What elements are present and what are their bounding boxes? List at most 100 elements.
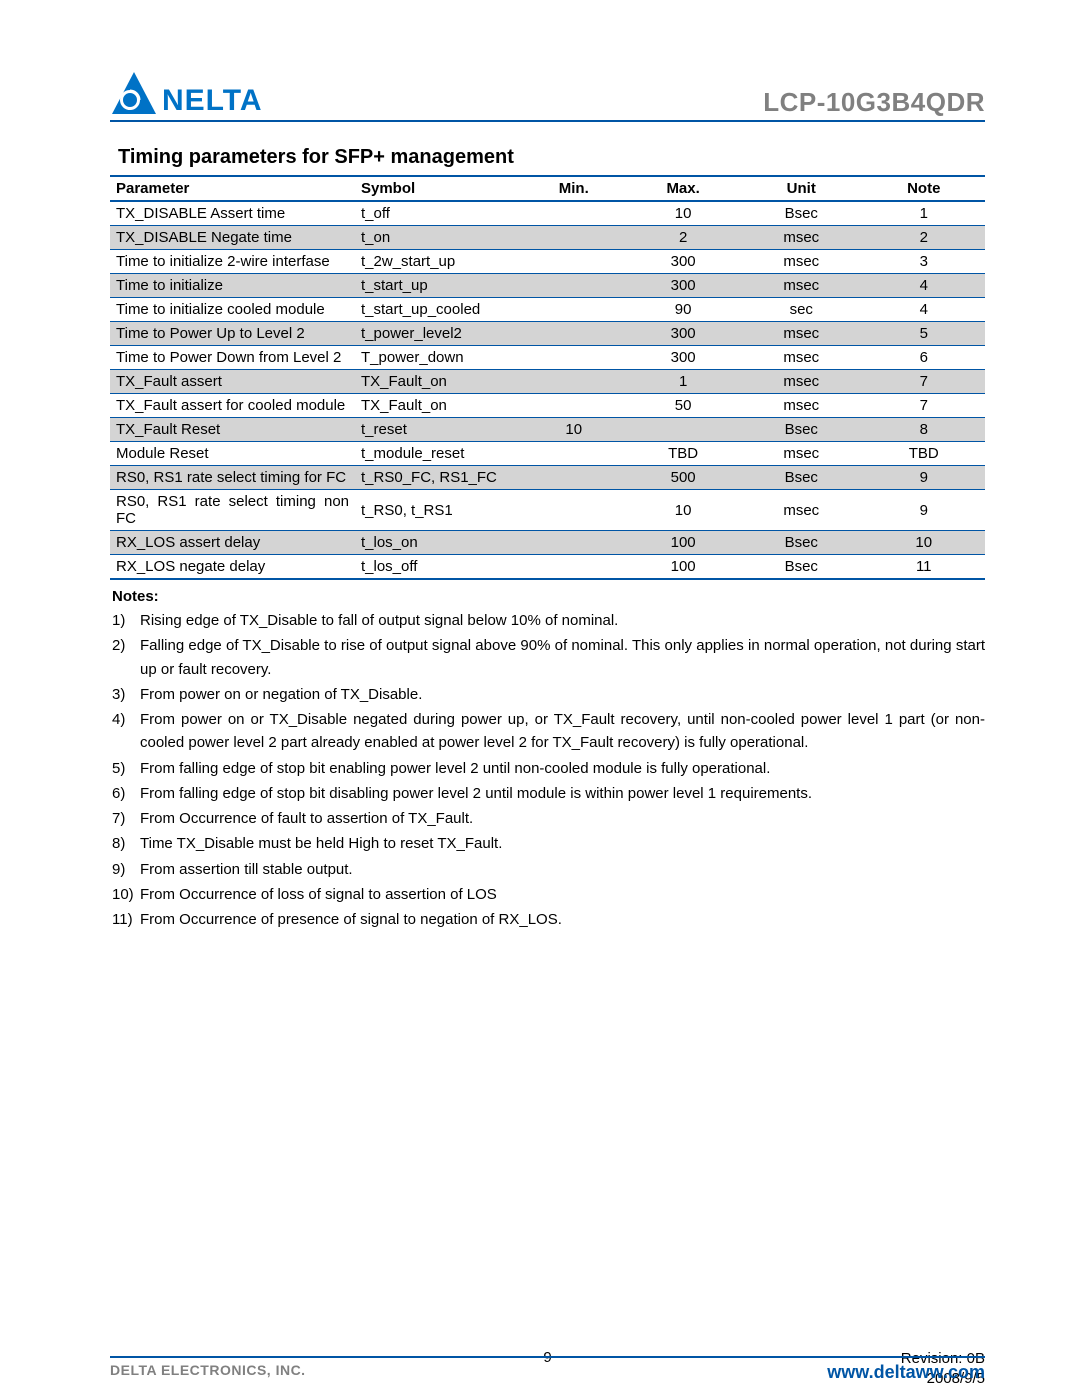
- table-cell: TX_Fault Reset: [110, 418, 355, 442]
- note-text: From Occurrence of presence of signal to…: [140, 908, 985, 931]
- note-text: Falling edge of TX_Disable to rise of ou…: [140, 634, 985, 681]
- table-cell: [521, 322, 626, 346]
- table-cell: t_power_level2: [355, 322, 521, 346]
- table-cell: 4: [863, 298, 986, 322]
- table-cell: t_RS0, t_RS1: [355, 490, 521, 531]
- note-text: From falling edge of stop bit disabling …: [140, 782, 985, 805]
- table-cell: 5: [863, 322, 986, 346]
- table-cell: t_module_reset: [355, 442, 521, 466]
- table-row: TX_DISABLE Assert timet_off10Bsec1: [110, 201, 985, 226]
- col-parameter: Parameter: [110, 176, 355, 201]
- table-cell: [521, 226, 626, 250]
- note-text: Rising edge of TX_Disable to fall of out…: [140, 609, 985, 632]
- table-cell: 300: [626, 346, 740, 370]
- notes-list: 1)Rising edge of TX_Disable to fall of o…: [110, 609, 985, 931]
- table-cell: RS0, RS1 rate select timing for FC: [110, 466, 355, 490]
- table-cell: msec: [740, 490, 863, 531]
- company-url: www.deltaww.com: [827, 1362, 985, 1383]
- table-cell: RS0, RS1 rate select timing non FC: [110, 490, 355, 531]
- note-text: From assertion till stable output.: [140, 858, 985, 881]
- note-number: 10): [112, 883, 140, 906]
- table-cell: 2: [863, 226, 986, 250]
- table-cell: 100: [626, 531, 740, 555]
- table-cell: msec: [740, 442, 863, 466]
- table-header: Parameter Symbol Min. Max. Unit Note: [110, 176, 985, 201]
- page-header: NELTA LCP-10G3B4QDR: [110, 70, 985, 122]
- table-row: TX_Fault assert for cooled moduleTX_Faul…: [110, 394, 985, 418]
- table-cell: msec: [740, 274, 863, 298]
- table-cell: t_los_off: [355, 555, 521, 580]
- table-cell: [521, 442, 626, 466]
- table-cell: TBD: [863, 442, 986, 466]
- table-cell: [521, 346, 626, 370]
- table-cell: [626, 418, 740, 442]
- col-min: Min.: [521, 176, 626, 201]
- table-cell: msec: [740, 370, 863, 394]
- table-cell: 7: [863, 370, 986, 394]
- table-cell: 3: [863, 250, 986, 274]
- table-cell: 1: [626, 370, 740, 394]
- table-cell: 9: [863, 466, 986, 490]
- table-cell: Bsec: [740, 418, 863, 442]
- section-title: Timing parameters for SFP+ management: [118, 146, 985, 169]
- note-item: 7)From Occurrence of fault to assertion …: [112, 807, 985, 830]
- table-cell: 2: [626, 226, 740, 250]
- table-cell: Time to initialize 2-wire interfase: [110, 250, 355, 274]
- table-cell: TX_Fault assert: [110, 370, 355, 394]
- notes-heading: Notes:: [112, 588, 985, 605]
- table-cell: [521, 394, 626, 418]
- table-cell: msec: [740, 250, 863, 274]
- svg-text:NELTA: NELTA: [162, 84, 263, 117]
- table-cell: Time to initialize cooled module: [110, 298, 355, 322]
- timing-table: Parameter Symbol Min. Max. Unit Note TX_…: [110, 175, 985, 580]
- note-item: 4)From power on or TX_Disable negated du…: [112, 708, 985, 755]
- note-number: 5): [112, 757, 140, 780]
- table-cell: [521, 531, 626, 555]
- page-content: NELTA LCP-10G3B4QDR Timing parameters fo…: [110, 70, 985, 933]
- note-number: 7): [112, 807, 140, 830]
- table-cell: Time to initialize: [110, 274, 355, 298]
- table-cell: t_RS0_FC, RS1_FC: [355, 466, 521, 490]
- table-row: TX_DISABLE Negate timet_on2msec2: [110, 226, 985, 250]
- table-cell: msec: [740, 346, 863, 370]
- table-cell: t_on: [355, 226, 521, 250]
- table-cell: 10: [626, 201, 740, 226]
- note-item: 11)From Occurrence of presence of signal…: [112, 908, 985, 931]
- note-number: 3): [112, 683, 140, 706]
- note-item: 5)From falling edge of stop bit enabling…: [112, 757, 985, 780]
- table-cell: sec: [740, 298, 863, 322]
- table-cell: TX_Fault assert for cooled module: [110, 394, 355, 418]
- note-text: Time TX_Disable must be held High to res…: [140, 832, 985, 855]
- product-code: LCP-10G3B4QDR: [763, 87, 985, 118]
- table-cell: TX_Fault_on: [355, 370, 521, 394]
- table-cell: 100: [626, 555, 740, 580]
- note-text: From Occurrence of fault to assertion of…: [140, 807, 985, 830]
- table-cell: t_2w_start_up: [355, 250, 521, 274]
- table-row: Time to Power Up to Level 2t_power_level…: [110, 322, 985, 346]
- table-cell: RX_LOS assert delay: [110, 531, 355, 555]
- note-item: 1)Rising edge of TX_Disable to fall of o…: [112, 609, 985, 632]
- table-cell: 300: [626, 274, 740, 298]
- table-cell: [521, 555, 626, 580]
- note-item: 10)From Occurrence of loss of signal to …: [112, 883, 985, 906]
- table-cell: msec: [740, 394, 863, 418]
- table-cell: TBD: [626, 442, 740, 466]
- table-cell: 10: [863, 531, 986, 555]
- note-text: From Occurrence of loss of signal to ass…: [140, 883, 985, 906]
- table-row: TX_Fault assertTX_Fault_on 1msec7: [110, 370, 985, 394]
- delta-logo-icon: NELTA: [110, 70, 310, 118]
- col-max: Max.: [626, 176, 740, 201]
- note-number: 6): [112, 782, 140, 805]
- table-cell: [521, 370, 626, 394]
- table-row: Time to Power Down from Level 2T_power_d…: [110, 346, 985, 370]
- note-text: From power on or negation of TX_Disable.: [140, 683, 985, 706]
- table-row: Time to initialize 2-wire interfaset_2w_…: [110, 250, 985, 274]
- note-number: 9): [112, 858, 140, 881]
- page-footer-bar: DELTA ELECTRONICS, INC. www.deltaww.com: [110, 1356, 985, 1383]
- table-cell: t_start_up: [355, 274, 521, 298]
- table-cell: 6: [863, 346, 986, 370]
- note-number: 1): [112, 609, 140, 632]
- table-cell: TX_DISABLE Assert time: [110, 201, 355, 226]
- table-cell: Bsec: [740, 531, 863, 555]
- table-cell: Bsec: [740, 201, 863, 226]
